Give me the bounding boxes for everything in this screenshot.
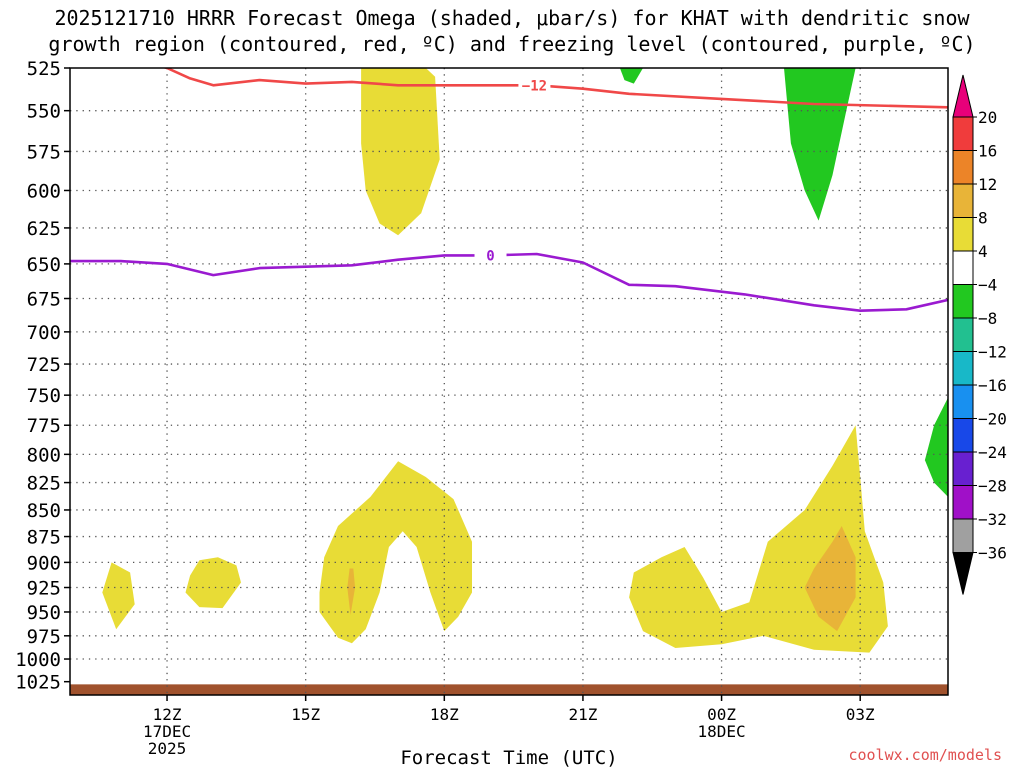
y-tick-label-725: 725 — [27, 354, 61, 376]
y-axis: 525 550 575 600 625 650 675 700 725 750 775 800 825 8… — [15, 58, 70, 694]
colorbar-bin-10 — [952, 418, 974, 453]
chart-title-line-1: 2025121710 HRRR Forecast Omega (shaded, … — [54, 6, 970, 30]
colorbar-label-3: 8 — [978, 209, 988, 228]
colorbar-bin-7 — [952, 317, 974, 352]
colorbar-bin-3 — [952, 183, 974, 218]
colorbar-label-6: −8 — [978, 309, 997, 328]
colorbar-bin-1 — [952, 116, 974, 151]
x-tick-date-00Z: 18DEC — [697, 722, 745, 741]
x-tick-label-21Z: 21Z — [568, 705, 597, 724]
colorbar-label-8: −16 — [978, 376, 1007, 395]
colorbar-label-5: −4 — [978, 276, 997, 295]
x-tick-label-00Z: 00Z — [707, 705, 736, 724]
contour-label-minus-12: −12 — [522, 78, 547, 94]
y-tick-label-1000: 1000 — [15, 649, 61, 671]
x-tick-label-15Z: 15Z — [291, 705, 320, 724]
colorbar-bin-8 — [952, 351, 974, 386]
colorbar-label-7: −12 — [978, 343, 1007, 362]
y-tick-label-675: 675 — [27, 289, 61, 311]
x-tick-label-18Z: 18Z — [430, 705, 459, 724]
omega-region-4 — [629, 425, 888, 653]
colorbar-label-1: 16 — [978, 142, 997, 161]
chart-title-line-2: growth region (contoured, red, ºC) and f… — [48, 32, 976, 56]
y-tick-label-650: 650 — [27, 254, 61, 276]
y-tick-label-925: 925 — [27, 578, 61, 600]
colorbar-cap-top — [952, 74, 974, 118]
colorbar-label-9: −20 — [978, 410, 1007, 429]
y-tick-label-975: 975 — [27, 626, 61, 648]
y-tick-label-550: 550 — [27, 101, 61, 123]
contour-line-0 — [70, 252, 948, 312]
colorbar-bin-4 — [952, 217, 974, 252]
surface-band — [70, 684, 948, 695]
contour-label-0-bg — [474, 247, 507, 263]
omega-region-0 — [361, 68, 440, 236]
y-tick-label-575: 575 — [27, 141, 61, 163]
y-tick-label-700: 700 — [27, 322, 61, 344]
omega-region-3 — [319, 461, 472, 644]
colorbar: 20 16 12 8 4 −4 −8 −12 −16 −20 −24 −28 −32 −36 — [952, 74, 1007, 595]
plot-border — [69, 67, 949, 696]
contour-label-0: 0 — [486, 248, 494, 264]
omega-region-5 — [347, 568, 356, 615]
colorbar-bin-9 — [952, 384, 974, 419]
x-tick-label-12Z: 12Z — [153, 705, 182, 724]
y-tick-label-750: 750 — [27, 385, 61, 407]
y-tick-label-800: 800 — [27, 444, 61, 466]
y-tick-label-600: 600 — [27, 180, 61, 202]
colorbar-bin-11 — [952, 451, 974, 486]
x-tick-label-03Z: 03Z — [846, 705, 875, 724]
colorbar-bin-12 — [952, 485, 974, 520]
colorbar-label-13: −36 — [978, 544, 1007, 563]
omega-shading — [70, 68, 948, 695]
y-tick-label-850: 850 — [27, 500, 61, 522]
colorbar-label-11: −28 — [978, 477, 1007, 496]
colorbar-label-4: 4 — [978, 242, 988, 261]
omega-region-1 — [102, 562, 135, 630]
colorbar-label-2: 12 — [978, 175, 997, 194]
y-tick-label-525: 525 — [27, 58, 61, 80]
y-tick-label-875: 875 — [27, 527, 61, 549]
contour-line--12 — [162, 68, 948, 109]
y-tick-label-625: 625 — [27, 218, 61, 240]
colorbar-label-10: −24 — [978, 443, 1007, 462]
contour-label-minus-12-bg — [518, 77, 551, 93]
temperature-contours: −12 0 — [70, 68, 948, 312]
colorbar-bin-6 — [952, 284, 974, 319]
x-axis-label: Forecast Time (UTC) — [400, 747, 617, 768]
y-tick-label-950: 950 — [27, 602, 61, 624]
colorbar-label-12: −32 — [978, 510, 1007, 529]
colorbar-cap-bottom — [952, 552, 974, 595]
credit-text: coolwx.com/models — [848, 746, 1002, 764]
colorbar-bin-13 — [952, 518, 974, 553]
omega-region-8 — [784, 68, 856, 221]
y-tick-label-775: 775 — [27, 415, 61, 437]
omega-region-2 — [185, 557, 241, 609]
colorbar-label-0: 20 — [978, 108, 997, 127]
omega-region-9 — [924, 397, 948, 497]
colorbar-bin-5 — [952, 250, 974, 285]
x-tick-date-12Z: 17DEC — [143, 722, 191, 741]
y-tick-label-1025: 1025 — [15, 672, 61, 694]
x-tick-year-12Z: 2025 — [148, 739, 187, 758]
omega-region-7 — [619, 68, 643, 84]
omega-region-6 — [804, 526, 856, 632]
colorbar-bin-2 — [952, 150, 974, 185]
y-tick-label-825: 825 — [27, 473, 61, 495]
gridlines — [70, 68, 948, 695]
y-tick-label-900: 900 — [27, 552, 61, 574]
plot-frame — [69, 67, 949, 696]
